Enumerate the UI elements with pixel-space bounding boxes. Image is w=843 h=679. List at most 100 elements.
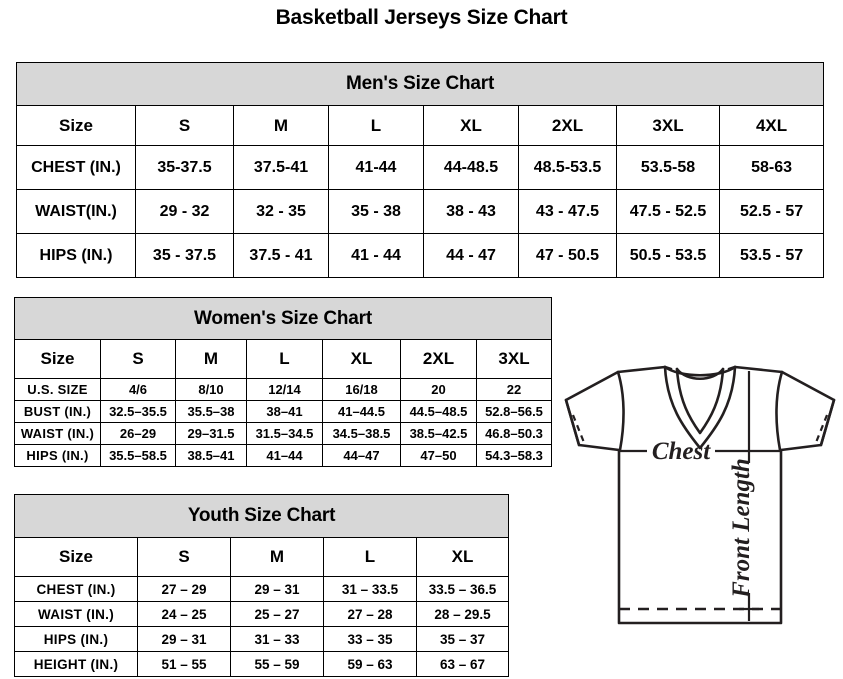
mens-hips-l: 41 - 44 bbox=[328, 233, 424, 278]
table-row: WAIST(IN.) 29 - 32 32 - 35 35 - 38 38 - … bbox=[16, 189, 825, 234]
mens-col-header-xl: XL bbox=[423, 105, 519, 146]
mens-waist-3xl: 47.5 - 52.5 bbox=[616, 189, 720, 234]
womens-waist-l: 31.5–34.5 bbox=[246, 422, 323, 445]
womens-header-row: Size S M L XL 2XL 3XL bbox=[14, 339, 553, 379]
mens-col-header-size: Size bbox=[16, 105, 136, 146]
table-row: HEIGHT (IN.) 51 – 55 55 – 59 59 – 63 63 … bbox=[14, 651, 510, 677]
youth-hips-m: 31 – 33 bbox=[230, 626, 324, 652]
table-row: WAIST (IN.) 26–29 29–31.5 31.5–34.5 34.5… bbox=[14, 422, 553, 445]
youth-chest-s: 27 – 29 bbox=[137, 576, 231, 602]
table-row: CHEST (IN.) 35-37.5 37.5-41 41-44 44-48.… bbox=[16, 145, 825, 190]
youth-row-label-height: HEIGHT (IN.) bbox=[14, 651, 138, 677]
youth-col-header-l: L bbox=[323, 537, 417, 577]
womens-waist-2xl: 38.5–42.5 bbox=[400, 422, 477, 445]
womens-col-header-l: L bbox=[246, 339, 323, 379]
womens-bust-2xl: 44.5–48.5 bbox=[400, 400, 477, 423]
jersey-left-cuff-edge bbox=[564, 398, 581, 447]
table-row: U.S. SIZE 4/6 8/10 12/14 16/18 20 22 bbox=[14, 378, 553, 401]
womens-hips-m: 38.5–41 bbox=[175, 444, 247, 467]
womens-caption-row: Women's Size Chart bbox=[13, 297, 553, 340]
womens-bust-s: 32.5–35.5 bbox=[100, 400, 176, 423]
youth-height-xl: 63 – 67 bbox=[415, 651, 510, 677]
mens-chest-4xl: 58-63 bbox=[718, 145, 825, 190]
jersey-right-cuff-stitch bbox=[813, 414, 829, 446]
table-row: HIPS (IN.) 29 – 31 31 – 33 33 – 35 35 – … bbox=[14, 626, 510, 652]
mens-waist-s: 29 - 32 bbox=[135, 189, 234, 234]
womens-hips-3xl: 54.3–58.3 bbox=[475, 444, 553, 467]
jersey-v-neck-inner bbox=[675, 367, 725, 435]
mens-chest-m: 37.5-41 bbox=[233, 145, 329, 190]
youth-hips-l: 33 – 35 bbox=[323, 626, 417, 652]
table-row: HIPS (IN.) 35.5–58.5 38.5–41 41–44 44–47… bbox=[14, 444, 553, 467]
table-row: WAIST (IN.) 24 – 25 25 – 27 27 – 28 28 –… bbox=[14, 601, 510, 627]
womens-col-header-3xl: 3XL bbox=[475, 339, 553, 379]
mens-row-label-waist: WAIST(IN.) bbox=[16, 189, 136, 234]
youth-caption-row: Youth Size Chart bbox=[13, 494, 510, 538]
youth-col-header-m: M bbox=[230, 537, 324, 577]
mens-hips-m: 37.5 - 41 bbox=[233, 233, 329, 278]
womens-waist-s: 26–29 bbox=[100, 422, 176, 445]
mens-chest-3xl: 53.5-58 bbox=[616, 145, 720, 190]
mens-waist-4xl: 52.5 - 57 bbox=[718, 189, 825, 234]
mens-row-label-hips: HIPS (IN.) bbox=[16, 233, 136, 278]
womens-col-header-size: Size bbox=[14, 339, 101, 379]
womens-ussize-s: 4/6 bbox=[100, 378, 176, 401]
mens-col-header-s: S bbox=[135, 105, 234, 146]
youth-waist-xl: 28 – 29.5 bbox=[415, 601, 510, 627]
mens-col-header-l: L bbox=[328, 105, 424, 146]
youth-chest-l: 31 – 33.5 bbox=[323, 576, 417, 602]
jersey-right-armhole bbox=[775, 370, 784, 452]
womens-bust-m: 35.5–38 bbox=[175, 400, 247, 423]
mens-col-header-m: M bbox=[233, 105, 329, 146]
youth-header-row: Size S M L XL bbox=[14, 537, 510, 577]
mens-col-header-2xl: 2XL bbox=[518, 105, 617, 146]
youth-hips-s: 29 – 31 bbox=[137, 626, 231, 652]
youth-row-label-chest: CHEST (IN.) bbox=[14, 576, 138, 602]
mens-chest-s: 35-37.5 bbox=[135, 145, 234, 190]
jersey-left-armhole bbox=[616, 370, 625, 452]
womens-row-label-bust: BUST (IN.) bbox=[14, 400, 101, 423]
youth-height-s: 51 – 55 bbox=[137, 651, 231, 677]
mens-caption-row: Men's Size Chart bbox=[15, 62, 825, 106]
youth-chest-m: 29 – 31 bbox=[230, 576, 324, 602]
jersey-collar-arc-inner bbox=[675, 367, 725, 381]
youth-hips-xl: 35 – 37 bbox=[415, 626, 510, 652]
table-row: CHEST (IN.) 27 – 29 29 – 31 31 – 33.5 33… bbox=[14, 576, 510, 602]
mens-hips-xl: 44 - 47 bbox=[423, 233, 519, 278]
womens-row-label-waist: WAIST (IN.) bbox=[14, 422, 101, 445]
mens-waist-m: 32 - 35 bbox=[233, 189, 329, 234]
womens-hips-l: 41–44 bbox=[246, 444, 323, 467]
mens-hips-3xl: 50.5 - 53.5 bbox=[616, 233, 720, 278]
youth-chest-xl: 33.5 – 36.5 bbox=[415, 576, 510, 602]
womens-waist-xl: 34.5–38.5 bbox=[322, 422, 401, 445]
womens-hips-2xl: 47–50 bbox=[400, 444, 477, 467]
womens-ussize-xl: 16/18 bbox=[322, 378, 401, 401]
womens-col-header-xl: XL bbox=[322, 339, 401, 379]
womens-col-header-s: S bbox=[100, 339, 176, 379]
page-title: Basketball Jerseys Size Chart bbox=[275, 6, 568, 29]
womens-row-label-us-size: U.S. SIZE bbox=[14, 378, 101, 401]
womens-waist-m: 29–31.5 bbox=[175, 422, 247, 445]
womens-bust-xl: 41–44.5 bbox=[322, 400, 401, 423]
mens-chart-caption: Men's Size Chart bbox=[15, 62, 825, 106]
youth-chart-caption: Youth Size Chart bbox=[13, 494, 510, 538]
youth-col-header-xl: XL bbox=[415, 537, 510, 577]
youth-row-label-waist: WAIST (IN.) bbox=[14, 601, 138, 627]
jersey-collar-arc-outer bbox=[663, 365, 737, 377]
mens-chest-2xl: 48.5-53.5 bbox=[518, 145, 617, 190]
womens-size-chart-table: Women's Size Chart Size S M L XL 2XL 3XL… bbox=[13, 297, 553, 467]
youth-waist-m: 25 – 27 bbox=[230, 601, 324, 627]
table-row: HIPS (IN.) 35 - 37.5 37.5 - 41 41 - 44 4… bbox=[16, 233, 825, 278]
youth-col-header-s: S bbox=[137, 537, 231, 577]
jersey-v-neck-outer bbox=[663, 365, 737, 450]
youth-waist-l: 27 – 28 bbox=[323, 601, 417, 627]
womens-bust-3xl: 52.8–56.5 bbox=[475, 400, 553, 423]
youth-height-l: 59 – 63 bbox=[323, 651, 417, 677]
womens-row-label-hips: HIPS (IN.) bbox=[14, 444, 101, 467]
jersey-right-cuff-edge bbox=[819, 398, 836, 447]
jersey-measurement-diagram: Chest Front Length bbox=[525, 345, 843, 665]
youth-size-chart-table: Youth Size Chart Size S M L XL CHEST (IN… bbox=[13, 494, 510, 677]
womens-col-header-2xl: 2XL bbox=[400, 339, 477, 379]
front-length-measure-label: Front Length bbox=[728, 458, 755, 599]
youth-waist-s: 24 – 25 bbox=[137, 601, 231, 627]
